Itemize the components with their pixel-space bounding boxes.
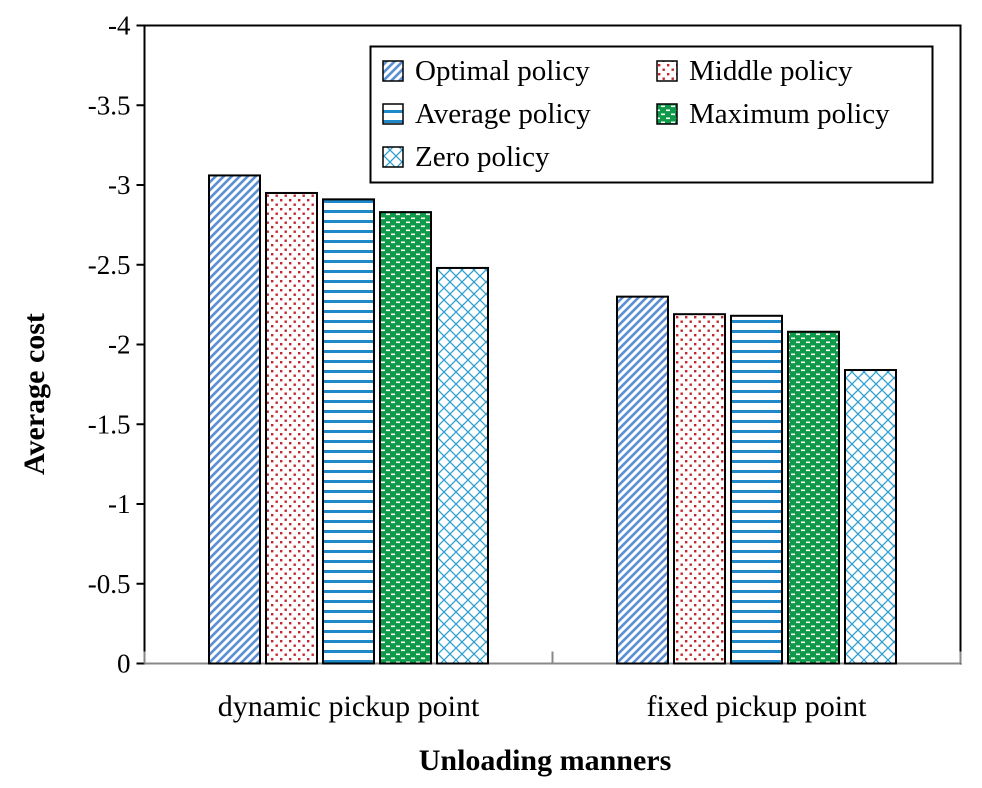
legend-swatch-optimal-policy	[382, 60, 404, 82]
y-tick-label: -1	[108, 489, 131, 519]
y-tick-label: -2	[108, 330, 131, 360]
y-tick-label: -4	[108, 11, 131, 41]
bar-average-policy-fixed	[730, 314, 783, 665]
bars	[208, 174, 897, 665]
category-labels: dynamic pickup point fixed pickup point	[218, 690, 867, 723]
legend-label: Maximum policy	[689, 98, 890, 130]
y-tick-label: 0	[117, 649, 131, 679]
legend: Optimal policy Middle policy Average polic…	[369, 45, 934, 184]
bar-zero-policy-dynamic	[436, 266, 489, 665]
category-label: fixed pickup point	[647, 690, 868, 723]
bar-optimal-policy-dynamic	[208, 174, 261, 665]
legend-label: Average policy	[415, 98, 591, 130]
legend-label: Middle policy	[689, 55, 853, 87]
y-tick-label: -3	[108, 170, 131, 200]
bar-middle-policy-dynamic	[265, 191, 318, 665]
x-axis-title: Unloading manners	[419, 744, 672, 777]
y-tick-label: -1.5	[88, 409, 131, 439]
bar-maximum-policy-fixed	[787, 330, 840, 665]
bar-middle-policy-fixed	[673, 313, 726, 665]
bar-optimal-policy-fixed	[616, 295, 669, 665]
legend-box	[369, 45, 934, 184]
legend-swatch-average-policy	[382, 103, 404, 125]
legend-label: Zero policy	[415, 141, 550, 173]
category-label: dynamic pickup point	[218, 690, 480, 723]
legend-swatch-maximum-policy	[656, 103, 678, 125]
bar-maximum-policy-dynamic	[379, 211, 432, 665]
y-axis-title: Average cost	[18, 313, 51, 475]
y-tick-label: -0.5	[88, 569, 131, 599]
bar-zero-policy-fixed	[844, 369, 897, 665]
legend-label: Optimal policy	[415, 55, 590, 87]
y-tick-label: -3.5	[88, 90, 131, 120]
y-tick-label: -2.5	[88, 250, 131, 280]
legend-swatch-middle-policy	[656, 60, 678, 82]
bar-average-policy-dynamic	[322, 198, 375, 665]
legend-swatch-zero-policy	[382, 146, 404, 168]
y-axis: -4 -3.5 -3 -2.5 -2 -1.5 -1 -0.5 0	[88, 11, 145, 679]
